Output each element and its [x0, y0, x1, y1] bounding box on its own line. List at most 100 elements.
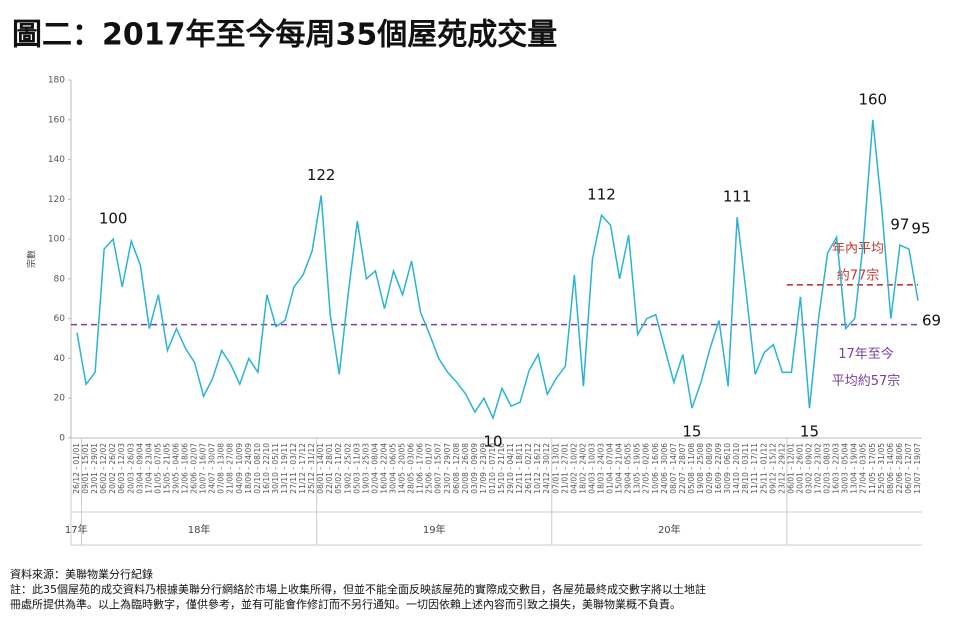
x-tick-label: 11/05 - 17/05 — [868, 443, 877, 494]
x-tick-label: 01/10 - 07/10 — [488, 443, 497, 494]
x-tick-label: 14/10 - 20/10 — [732, 443, 741, 494]
y-tick-label: 160 — [48, 115, 65, 125]
x-tick-label: 18/03 - 24/03 — [596, 443, 605, 494]
x-tick-label: 13/05 - 19/05 — [633, 443, 642, 494]
x-tick-label: 27/05 - 02/06 — [642, 443, 651, 494]
data-label: 95 — [911, 220, 930, 238]
footnote: 資料來源：美聯物業分行紀錄 — [10, 567, 153, 581]
x-tick-label: 07/08 - 13/08 — [217, 443, 226, 494]
x-tick-label: 13/07 - 19/07 — [913, 443, 922, 494]
x-tick-label: 11/06 - 17/06 — [416, 443, 425, 494]
x-tick-label: 06/01 - 12/01 — [786, 443, 795, 494]
data-label: 122 — [307, 166, 336, 184]
x-tick-label: 15/10 - 21/10 — [497, 443, 506, 494]
x-tick-label: 16/09 - 22/09 — [714, 443, 723, 494]
data-label: 15 — [800, 423, 819, 441]
data-label: 100 — [99, 210, 128, 228]
x-tick-label: 19/02 - 25/02 — [343, 443, 352, 494]
footnote: 冊處所提供為準。以上為臨時數字，僅供參考，並有可能會作修訂而不另行通知。一切因依… — [10, 597, 681, 611]
x-tick-label: 03/02 - 09/02 — [804, 443, 813, 494]
x-tick-label: 25/11 - 01/12 — [759, 443, 768, 494]
x-tick-label: 24/06 - 30/06 — [660, 443, 669, 494]
x-tick-label: 23/01 - 29/01 — [90, 443, 99, 494]
year-label: 20年 — [658, 523, 681, 536]
x-tick-label: 12/06 - 18/06 — [181, 443, 190, 494]
x-tick-label: 25/05 - 31/05 — [877, 443, 886, 494]
data-label: 111 — [723, 188, 752, 206]
y-tick-label: 20 — [54, 394, 66, 404]
data-label: 97 — [890, 216, 909, 234]
x-tick-label: 18/09 - 24/09 — [244, 443, 253, 494]
x-tick-label: 06/07 - 12/07 — [904, 443, 913, 494]
x-tick-label: 23/07 - 29/07 — [443, 443, 452, 494]
x-tick-label: 15/04 - 21/04 — [615, 443, 624, 494]
x-tick-label: 04/02 - 10/02 — [569, 443, 578, 494]
x-tick-label: 19/08 - 25/08 — [696, 443, 705, 494]
data-label: 160 — [858, 90, 887, 108]
chart-title: 圖二：2017年至今每周35個屋苑成交量 — [12, 18, 557, 53]
y-tick-label: 0 — [59, 434, 65, 444]
x-tick-label: 04/09 - 10/09 — [235, 443, 244, 494]
x-tick-label: 02/09 - 08/09 — [705, 443, 714, 494]
x-tick-label: 03/09 - 09/09 — [470, 443, 479, 494]
x-tick-label: 03/04 - 09/04 — [135, 443, 144, 494]
reference-label: 平均約57宗 — [832, 373, 901, 389]
y-tick-label: 180 — [48, 76, 65, 86]
data-label: 69 — [922, 311, 941, 329]
x-tick-label: 01/05 - 07/05 — [153, 443, 162, 494]
x-tick-label: 13/11 - 19/11 — [280, 443, 289, 494]
y-tick-label: 60 — [54, 314, 66, 324]
x-tick-label: 16/04 - 22/04 — [379, 443, 388, 494]
x-tick-label: 13/04 - 19/04 — [850, 443, 859, 494]
x-tick-label: 30/10 - 05/11 — [271, 443, 280, 494]
x-tick-label: 08/01 - 14/01 — [316, 443, 325, 494]
x-tick-label: 12/11 - 18/11 — [515, 443, 524, 494]
x-tick-label: 21/01 - 27/01 — [560, 443, 569, 494]
x-tick-label: 10/06 - 16/06 — [651, 443, 660, 494]
x-tick-label: 11/11 - 17/11 — [750, 443, 759, 494]
x-tick-label: 20/03 - 26/03 — [126, 443, 135, 494]
x-tick-label: 22/07 - 28/07 — [678, 443, 687, 494]
x-tick-label: 23/12 - 29/12 — [777, 443, 786, 494]
y-axis-label: 宗數 — [26, 250, 38, 268]
x-tick-label: 27/11 - 03/12 — [289, 443, 298, 494]
x-tick-label: 19/03 - 25/03 — [361, 443, 370, 494]
footnote: 註：此35個屋苑的成交資料乃根據美聯分行網絡於市場上收集所得，但並不能全面反映該… — [10, 582, 706, 596]
x-tick-label: 11/12 - 17/12 — [298, 443, 307, 494]
x-tick-label: 18/02 - 24/02 — [578, 443, 587, 494]
x-tick-label: 15/05 - 21/05 — [162, 443, 171, 494]
y-tick-label: 140 — [48, 155, 65, 165]
x-tick-label: 02/03 - 08/03 — [823, 443, 832, 494]
x-tick-label: 10/12 - 16/12 — [533, 443, 542, 494]
x-tick-label: 05/02 - 11/02 — [334, 443, 343, 494]
x-tick-label: 28/10 - 03/11 — [741, 443, 750, 494]
x-tick-label: 26/06 - 02/07 — [190, 443, 199, 494]
y-tick-label: 120 — [48, 195, 65, 205]
data-line — [76, 119, 919, 421]
x-tick-label: 20/02 - 26/02 — [108, 443, 117, 494]
x-tick-label: 26/11 - 02/12 — [524, 443, 533, 494]
x-tick-label: 20/08 - 26/08 — [461, 443, 470, 494]
x-tick-label: 14/05 - 20/05 — [398, 443, 407, 494]
reference-label: 17年至今 — [838, 346, 894, 362]
x-tick-label: 10/07 - 16/07 — [199, 443, 208, 494]
x-tick-label: 24/12 - 30/12 — [542, 443, 551, 494]
y-tick-label: 40 — [54, 354, 66, 364]
x-tick-label: 25/06 - 01/07 — [425, 443, 434, 494]
x-tick-label: 28/05 - 03/06 — [407, 443, 416, 494]
data-label: 10 — [483, 433, 502, 451]
data-label: 15 — [682, 423, 701, 441]
y-tick-label: 100 — [48, 235, 65, 245]
x-tick-label: 06/02 - 12/02 — [99, 443, 108, 494]
x-tick-label: 09/12 - 15/12 — [768, 443, 777, 494]
x-tick-label: 06/08 - 12/08 — [452, 443, 461, 494]
x-tick-label: 05/03 - 11/03 — [352, 443, 361, 494]
x-tick-label: 17/04 - 23/04 — [144, 443, 153, 494]
x-tick-label: 21/08 - 27/08 — [226, 443, 235, 494]
x-tick-label: 30/03 - 05/04 — [841, 443, 850, 494]
x-tick-label: 29/05 - 04/06 — [171, 443, 180, 494]
x-tick-label: 17/09 - 23/09 — [479, 443, 488, 494]
x-tick-label: 27/04 - 03/05 — [859, 443, 868, 494]
x-tick-label: 08/06 - 14/06 — [886, 443, 895, 494]
